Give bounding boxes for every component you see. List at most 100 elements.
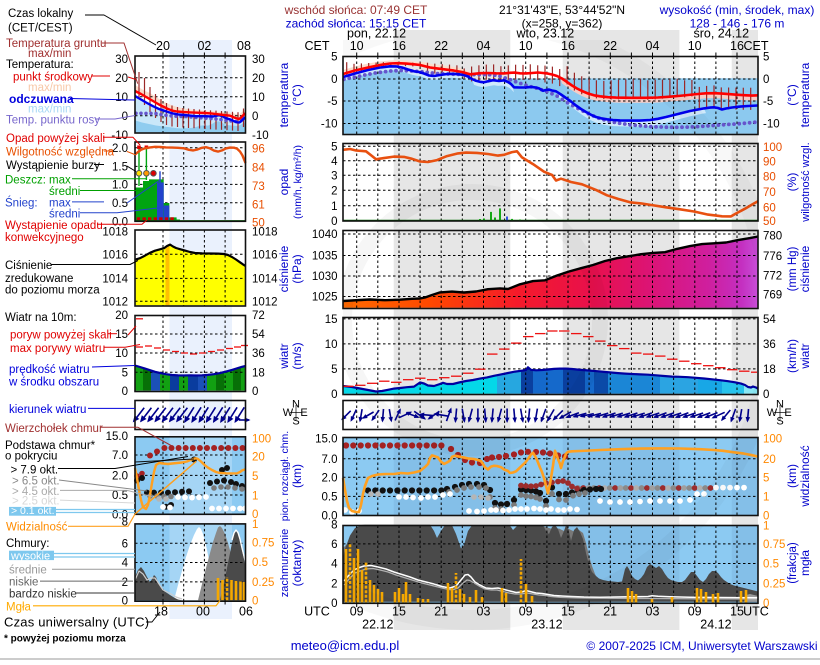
svg-text:10: 10: [252, 92, 265, 104]
svg-text:o pokryciu: o pokryciu: [5, 451, 57, 463]
svg-text:0: 0: [331, 74, 337, 86]
svg-text:0: 0: [122, 596, 128, 608]
svg-text:wilgotność wzgl.: wilgotność wzgl.: [800, 142, 812, 222]
svg-text:0.0: 0.0: [322, 510, 338, 522]
svg-text:54: 54: [252, 329, 265, 341]
svg-text:3: 3: [331, 171, 337, 183]
svg-text:61: 61: [252, 200, 265, 212]
svg-text:W: W: [283, 407, 294, 419]
svg-text:20: 20: [763, 454, 776, 466]
svg-text:Wierzchołek chmur: Wierzchołek chmur: [5, 423, 103, 435]
svg-text:7.0: 7.0: [112, 450, 128, 462]
svg-text:4: 4: [331, 156, 338, 168]
svg-text:(CET/CEST): (CET/CEST): [8, 23, 73, 35]
svg-text:> 2.5 okt.: > 2.5 okt.: [12, 496, 60, 508]
svg-text:24.12: 24.12: [700, 618, 731, 632]
svg-text:72: 72: [252, 310, 265, 322]
svg-text:2.0: 2.0: [322, 473, 338, 485]
svg-text:1030: 1030: [312, 271, 338, 283]
svg-text:E: E: [784, 407, 791, 419]
svg-text:śro, 24.12: śro, 24.12: [694, 27, 750, 41]
svg-text:CET: CET: [744, 39, 769, 53]
svg-text:-10: -10: [252, 130, 269, 142]
svg-text:0: 0: [122, 386, 128, 398]
svg-text:36: 36: [252, 348, 265, 360]
svg-text:S: S: [292, 416, 299, 428]
svg-text:36: 36: [763, 339, 776, 351]
svg-text:70: 70: [763, 187, 776, 199]
svg-text:0: 0: [763, 510, 769, 522]
svg-text:21: 21: [603, 605, 617, 619]
svg-text:opad: opad: [277, 169, 291, 196]
svg-text:pion. rozciągł. chm.: pion. rozciągł. chm.: [279, 431, 291, 521]
svg-text:wysokie: wysokie: [10, 550, 50, 562]
svg-text:konwekcyjnego: konwekcyjnego: [5, 232, 84, 244]
svg-text:1: 1: [252, 519, 258, 531]
svg-text:1: 1: [763, 492, 769, 504]
svg-text:-10: -10: [111, 130, 128, 142]
svg-text:15: 15: [325, 314, 338, 326]
svg-text:(%): (%): [785, 173, 799, 192]
svg-text:-5: -5: [763, 96, 773, 108]
svg-text:5: 5: [122, 368, 128, 380]
svg-text:100: 100: [252, 434, 271, 446]
svg-text:kierunek wiatru: kierunek wiatru: [9, 404, 86, 416]
svg-text:5: 5: [331, 364, 337, 376]
svg-text:-5: -5: [327, 96, 337, 108]
svg-text:0: 0: [252, 509, 258, 521]
svg-text:2: 2: [331, 579, 337, 591]
svg-text:6: 6: [122, 538, 128, 550]
svg-text:16: 16: [730, 39, 744, 53]
svg-text:6: 6: [331, 539, 337, 551]
svg-text:> 4.5 okt.: > 4.5 okt.: [12, 486, 60, 498]
svg-text:54: 54: [763, 314, 776, 326]
svg-text:20: 20: [252, 73, 265, 85]
svg-text:23.12: 23.12: [531, 618, 562, 632]
svg-text:bardzo niskie: bardzo niskie: [9, 589, 77, 601]
svg-text:769: 769: [763, 290, 782, 302]
svg-text:max porywy wiatru: max porywy wiatru: [10, 343, 105, 355]
svg-text:73: 73: [252, 181, 265, 193]
svg-text:772: 772: [763, 271, 782, 283]
svg-text:15: 15: [561, 605, 575, 619]
svg-text:ciśnienie: ciśnienie: [277, 245, 291, 292]
svg-text:8: 8: [122, 517, 128, 529]
svg-text:Temperatura gruntu: Temperatura gruntu: [6, 38, 106, 50]
svg-text:100: 100: [763, 434, 782, 446]
svg-text:© 2007-2025 ICM, Uniwersytet W: © 2007-2025 ICM, Uniwersytet Warszawski: [586, 639, 817, 653]
svg-text:20: 20: [156, 39, 170, 53]
svg-text:10: 10: [350, 39, 364, 53]
svg-text:30: 30: [115, 54, 128, 66]
svg-text:max/min: max/min: [28, 103, 71, 115]
svg-text:03: 03: [477, 605, 491, 619]
svg-text:18: 18: [763, 364, 776, 376]
svg-text:50: 50: [763, 216, 776, 228]
svg-text:max/min: max/min: [28, 48, 71, 60]
svg-text:2: 2: [122, 577, 128, 589]
svg-text:16: 16: [561, 39, 575, 53]
svg-text:zachmurzenie: zachmurzenie: [279, 529, 291, 597]
svg-text:7.0: 7.0: [322, 454, 338, 466]
svg-text:Wilgotność względna: Wilgotność względna: [6, 147, 115, 159]
svg-text:Wystąpienie opadu: Wystąpienie opadu: [5, 220, 103, 232]
svg-text:80: 80: [763, 172, 776, 184]
svg-text:Ciśnienie: Ciśnienie: [5, 260, 52, 272]
svg-text:10: 10: [325, 339, 338, 351]
svg-text:1040: 1040: [312, 229, 338, 241]
svg-text:wto, 23.12: wto, 23.12: [516, 27, 575, 41]
svg-text:-10: -10: [321, 119, 338, 131]
svg-text:1012: 1012: [102, 296, 128, 308]
svg-text:wysokość (min, środek, max): wysokość (min, środek, max): [659, 3, 815, 17]
svg-text:S: S: [776, 416, 783, 428]
svg-text:(mm/h, kg/m²/h): (mm/h, kg/m²/h): [292, 145, 304, 219]
svg-text:0.5: 0.5: [112, 490, 128, 502]
svg-text:30: 30: [252, 54, 265, 66]
svg-text:1018: 1018: [252, 226, 278, 238]
svg-text:5: 5: [252, 471, 258, 483]
svg-text:> 0.1 okt.: > 0.1 okt.: [11, 505, 55, 517]
svg-text:do poziomu morza: do poziomu morza: [5, 285, 100, 297]
svg-text:wschód słońca: 07:49 CET: wschód słońca: 07:49 CET: [284, 3, 428, 17]
svg-text:96: 96: [252, 144, 265, 156]
svg-text:(hPa): (hPa): [290, 254, 304, 283]
svg-text:1012: 1012: [252, 296, 278, 308]
